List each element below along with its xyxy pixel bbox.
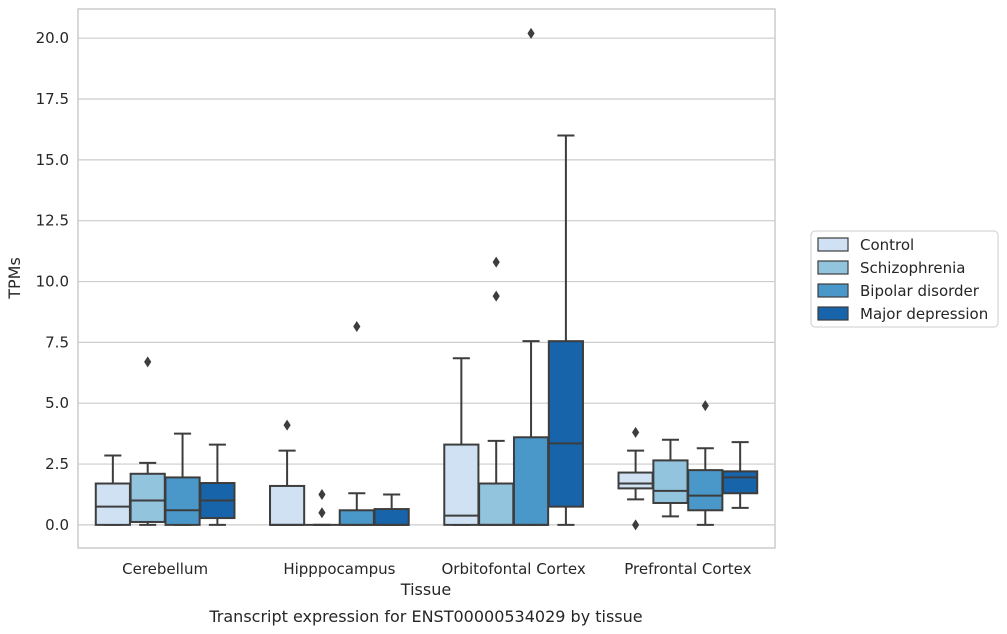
grid-lines <box>78 37 775 526</box>
box-1-1 <box>304 488 340 526</box>
outlier-marker <box>527 27 535 39</box>
box-3-2 <box>547 134 584 526</box>
box-series <box>94 27 759 531</box>
y-tick-label: 7.5 <box>45 333 69 351</box>
box-3-1 <box>373 493 410 526</box>
box-iqr <box>373 508 410 526</box>
box-iqr <box>687 469 724 512</box>
x-axis-label: Tissue <box>400 580 451 599</box>
outlier-marker <box>318 488 326 500</box>
outlier-marker <box>283 419 291 431</box>
box-1-3 <box>652 438 689 518</box>
box-3-3 <box>722 441 759 509</box>
y-tick-label: 2.5 <box>45 455 69 473</box>
y-tick-label: 20.0 <box>36 29 69 47</box>
box-1-0 <box>129 356 166 526</box>
box-3-0 <box>199 443 236 526</box>
box-iqr <box>617 471 654 490</box>
x-tick-label: Hipppocampus <box>283 560 395 578</box>
y-axis-label: TPMs <box>5 257 24 300</box>
outlier-marker <box>632 426 640 438</box>
legend-swatch <box>817 237 849 252</box>
x-tick-label: Prefrontal Cortex <box>624 560 751 578</box>
box-iqr <box>443 443 480 526</box>
box-2-1 <box>338 321 375 526</box>
box-0-0 <box>94 454 131 526</box>
outlier-marker <box>701 400 709 412</box>
box-2-2 <box>512 27 550 526</box>
box-0-1 <box>269 419 306 526</box>
box-1-2 <box>478 256 515 526</box>
chart-caption: Transcript expression for ENST0000053402… <box>208 607 642 626</box>
y-tick-label: 17.5 <box>36 90 69 108</box>
legend-label: Schizophrenia <box>860 259 965 277</box>
outlier-marker <box>144 356 152 368</box>
box-iqr <box>269 484 306 526</box>
y-tick-label: 10.0 <box>36 273 69 291</box>
legend-frame <box>810 230 999 328</box>
box-iqr <box>722 470 759 495</box>
box-iqr <box>547 340 584 508</box>
box-iqr <box>338 509 375 526</box>
box-0-3 <box>617 426 654 531</box>
legend-label: Bipolar disorder <box>860 282 980 300</box>
outlier-marker <box>632 519 640 531</box>
legend-label: Major depression <box>860 305 988 323</box>
box-iqr <box>164 476 201 526</box>
legend-swatch <box>817 283 849 298</box>
outlier-marker <box>492 256 500 268</box>
legend-swatch <box>817 306 849 321</box>
x-tick-label: Orbitofontal Cortex <box>442 560 586 578</box>
box-iqr <box>652 459 689 504</box>
legend: Control Schizophrenia Bipolar disorder Majo… <box>810 230 999 328</box>
y-tick-label: 5.0 <box>45 394 69 412</box>
y-tick-label: 15.0 <box>36 151 69 169</box>
box-2-3 <box>687 400 724 526</box>
y-tick-labels: 0.0 2.5 5.0 7.5 10.0 12.5 15.0 17.5 20.0 <box>36 29 69 534</box>
box-0-2 <box>443 357 480 526</box>
x-tick-label: Cerebellum <box>122 560 208 578</box>
box-iqr <box>478 482 515 526</box>
x-tick-labels: Cerebellum Hipppocampus Orbitofontal Corte… <box>122 560 751 578</box>
legend-label: Control <box>860 236 914 254</box>
outlier-marker <box>492 290 500 302</box>
box-iqr <box>512 436 550 526</box>
outlier-marker <box>353 321 361 333</box>
y-tick-label: 0.0 <box>45 516 69 534</box>
outlier-marker <box>318 507 326 519</box>
box-iqr <box>129 472 166 523</box>
plot-frame <box>77 8 776 549</box>
legend-swatch <box>817 260 849 275</box>
box-2-0 <box>164 432 201 526</box>
y-tick-label: 12.5 <box>36 212 69 230</box>
box-iqr <box>94 482 131 526</box>
